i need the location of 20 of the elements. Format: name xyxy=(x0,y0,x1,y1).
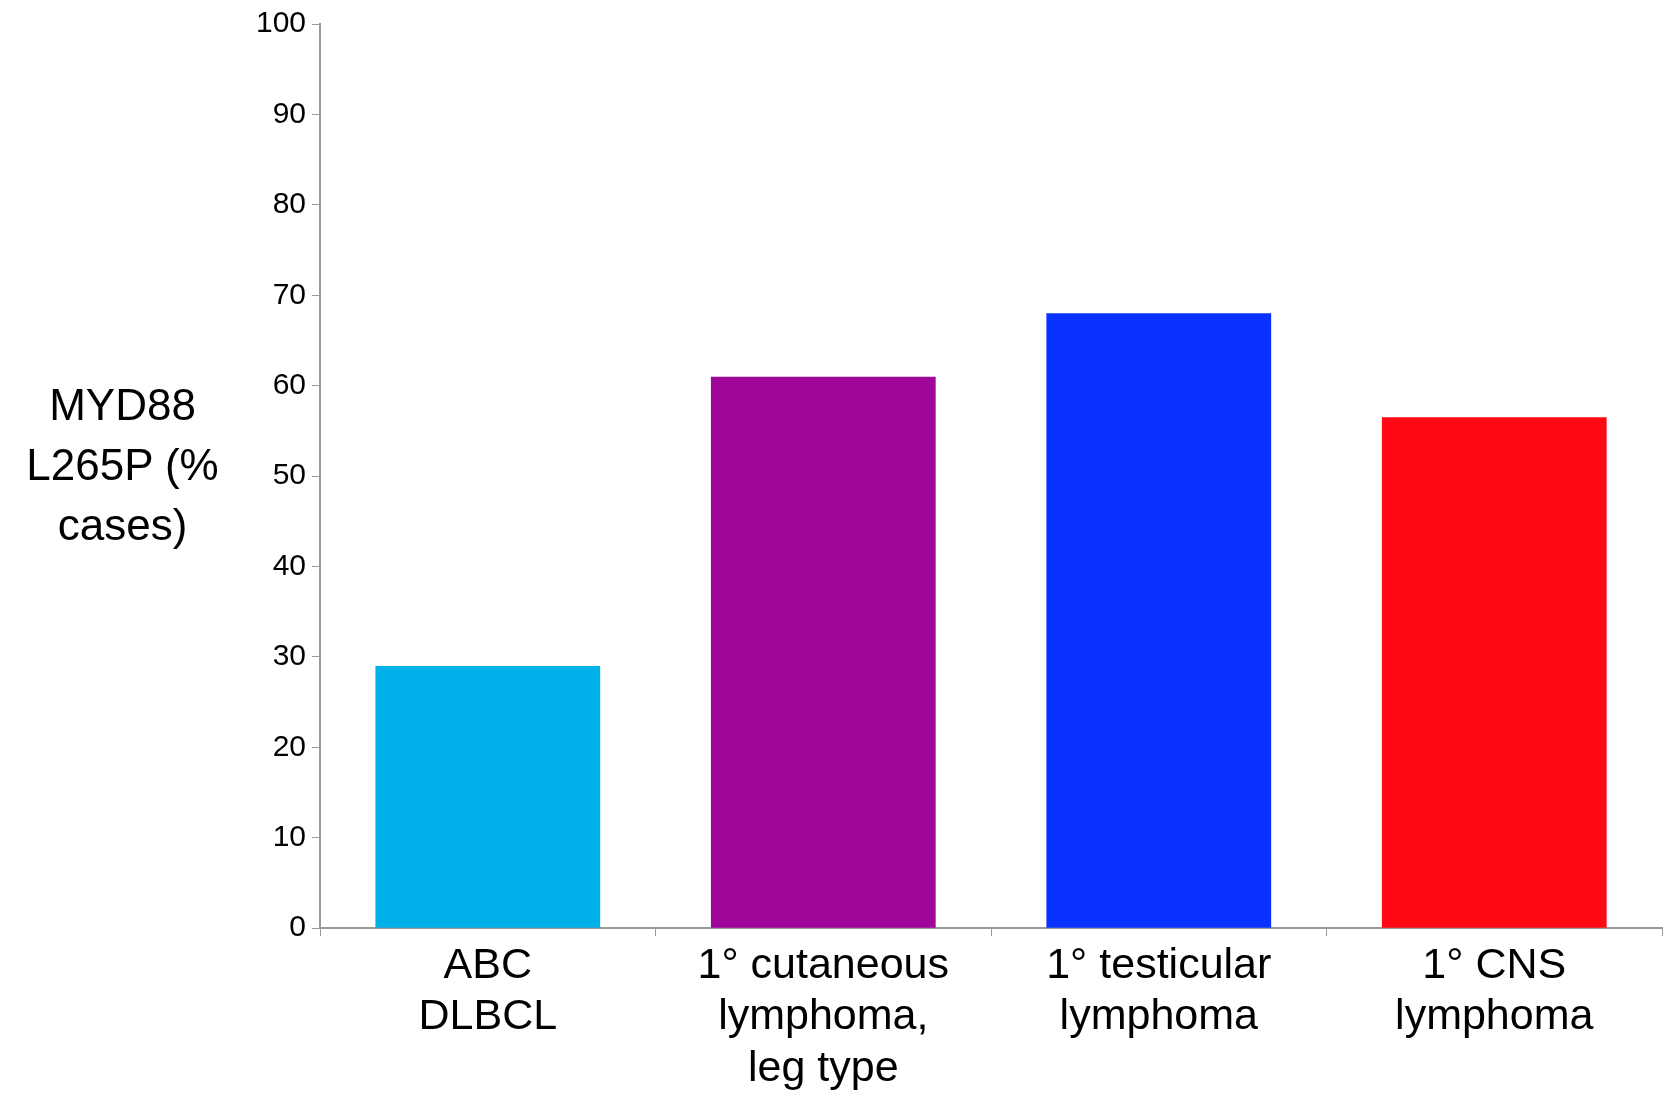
y-tick-label: 40 xyxy=(272,547,307,581)
bar xyxy=(1046,313,1272,928)
x-tick-label: 1° cutaneous lymphoma, leg type xyxy=(697,938,950,1091)
y-tick-label: 10 xyxy=(272,819,307,853)
x-tick-label: ABC DLBCL xyxy=(418,938,558,1039)
y-tick-label: 20 xyxy=(272,728,307,762)
y-axis-title: MYD88 L265P (% cases) xyxy=(25,379,220,551)
x-tick-label: 1° CNS lymphoma xyxy=(1395,938,1594,1039)
bar xyxy=(1381,417,1607,928)
y-tick-label: 70 xyxy=(272,276,307,310)
y-tick-label: 80 xyxy=(272,186,307,220)
y-tick-label: 0 xyxy=(289,909,307,943)
y-tick-label: 50 xyxy=(272,457,307,491)
y-tick-label: 30 xyxy=(272,638,307,672)
y-tick-label: 90 xyxy=(272,95,307,129)
y-tick-label: 100 xyxy=(255,5,307,39)
bar xyxy=(710,376,936,928)
x-tick-label: 1° testicular lymphoma xyxy=(1046,938,1272,1039)
bar xyxy=(375,665,601,928)
y-tick-label: 60 xyxy=(272,366,307,400)
